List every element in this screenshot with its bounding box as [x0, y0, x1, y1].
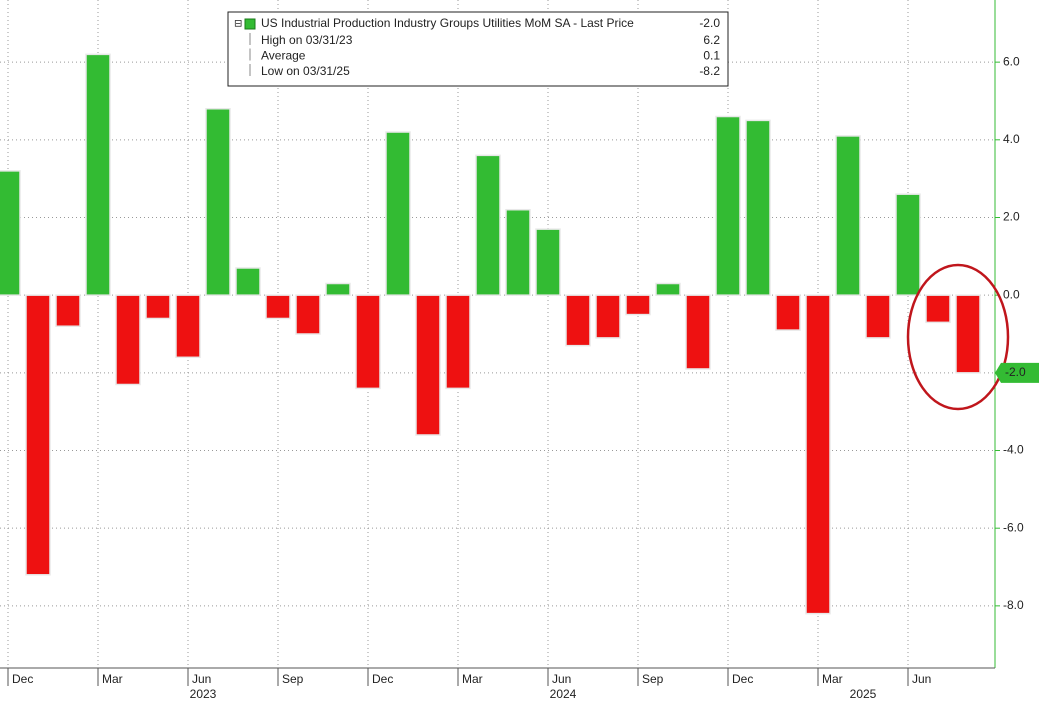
- bar: [55, 294, 81, 327]
- bar: [475, 154, 501, 296]
- bar: [205, 107, 231, 296]
- bar: [145, 294, 171, 320]
- legend-box: [227, 11, 729, 87]
- bar: [685, 294, 711, 370]
- bar: [625, 294, 651, 316]
- year-label: 2023: [190, 687, 217, 701]
- bar: [295, 294, 321, 335]
- bar: [415, 294, 441, 436]
- legend-stat-label: Average: [261, 49, 306, 63]
- bar: [835, 135, 861, 296]
- bar: [175, 294, 201, 359]
- legend-stat-label: High on 03/31/23: [261, 33, 353, 47]
- bar: [445, 294, 471, 390]
- bar: [355, 294, 381, 390]
- x-tick-label: Jun: [552, 672, 571, 686]
- bar: [865, 294, 891, 339]
- bar: [115, 294, 141, 386]
- bar: [235, 267, 261, 296]
- bar: [925, 294, 951, 324]
- legend-title: US Industrial Production Industry Groups…: [261, 16, 634, 30]
- legend: ⊟ US Industrial Production Industry Grou…: [227, 11, 729, 87]
- bar: [505, 208, 531, 296]
- bar: [85, 53, 111, 296]
- bar: [385, 131, 411, 296]
- y-tick-label: 0.0: [1003, 287, 1020, 301]
- bar: [535, 228, 561, 296]
- x-tick-label: Dec: [372, 672, 393, 686]
- x-tick-label: Mar: [822, 672, 843, 686]
- legend-stat-value: -8.2: [699, 64, 720, 78]
- bar: [895, 193, 921, 296]
- x-tick-label: Jun: [192, 672, 211, 686]
- bar: [745, 119, 771, 296]
- x-tick-label: Mar: [462, 672, 483, 686]
- highlight-circle: [906, 263, 1010, 411]
- bar: [595, 294, 621, 339]
- x-tick-label: Dec: [732, 672, 753, 686]
- x-tick-label: Jun: [912, 672, 931, 686]
- legend-toggle: ⊟: [234, 19, 242, 30]
- y-tick-label: -8.0: [1003, 598, 1024, 612]
- y-tick-label: 4.0: [1003, 132, 1020, 146]
- bar: [565, 294, 591, 347]
- x-tick-label: Dec: [12, 672, 33, 686]
- x-tick-label: Mar: [102, 672, 123, 686]
- y-tick-label: 6.0: [1003, 54, 1020, 68]
- y-tick-label: -6.0: [1003, 520, 1024, 534]
- bar: [0, 170, 21, 296]
- bar: [775, 294, 801, 331]
- bar: [25, 294, 51, 576]
- bar: [955, 294, 981, 374]
- legend-stat-value: 0.1: [703, 49, 720, 63]
- last-price-label: -2.0: [1005, 365, 1026, 379]
- bar: [325, 282, 351, 296]
- year-label: 2024: [550, 687, 577, 701]
- legend-last: -2.0: [699, 16, 720, 30]
- bar: [655, 282, 681, 296]
- bar: [265, 294, 291, 320]
- y-tick-label: -4.0: [1003, 443, 1024, 457]
- last-price-tag: [995, 362, 1039, 383]
- year-label: 2025: [850, 687, 877, 701]
- x-tick-label: Sep: [282, 672, 304, 686]
- y-tick-label: 2.0: [1003, 210, 1020, 224]
- x-tick-label: Sep: [642, 672, 664, 686]
- bar: [715, 115, 741, 296]
- legend-stat-label: Low on 03/31/25: [261, 64, 350, 78]
- bar: [805, 294, 831, 615]
- legend-stat-value: 6.2: [703, 33, 720, 47]
- legend-swatch: [244, 18, 256, 30]
